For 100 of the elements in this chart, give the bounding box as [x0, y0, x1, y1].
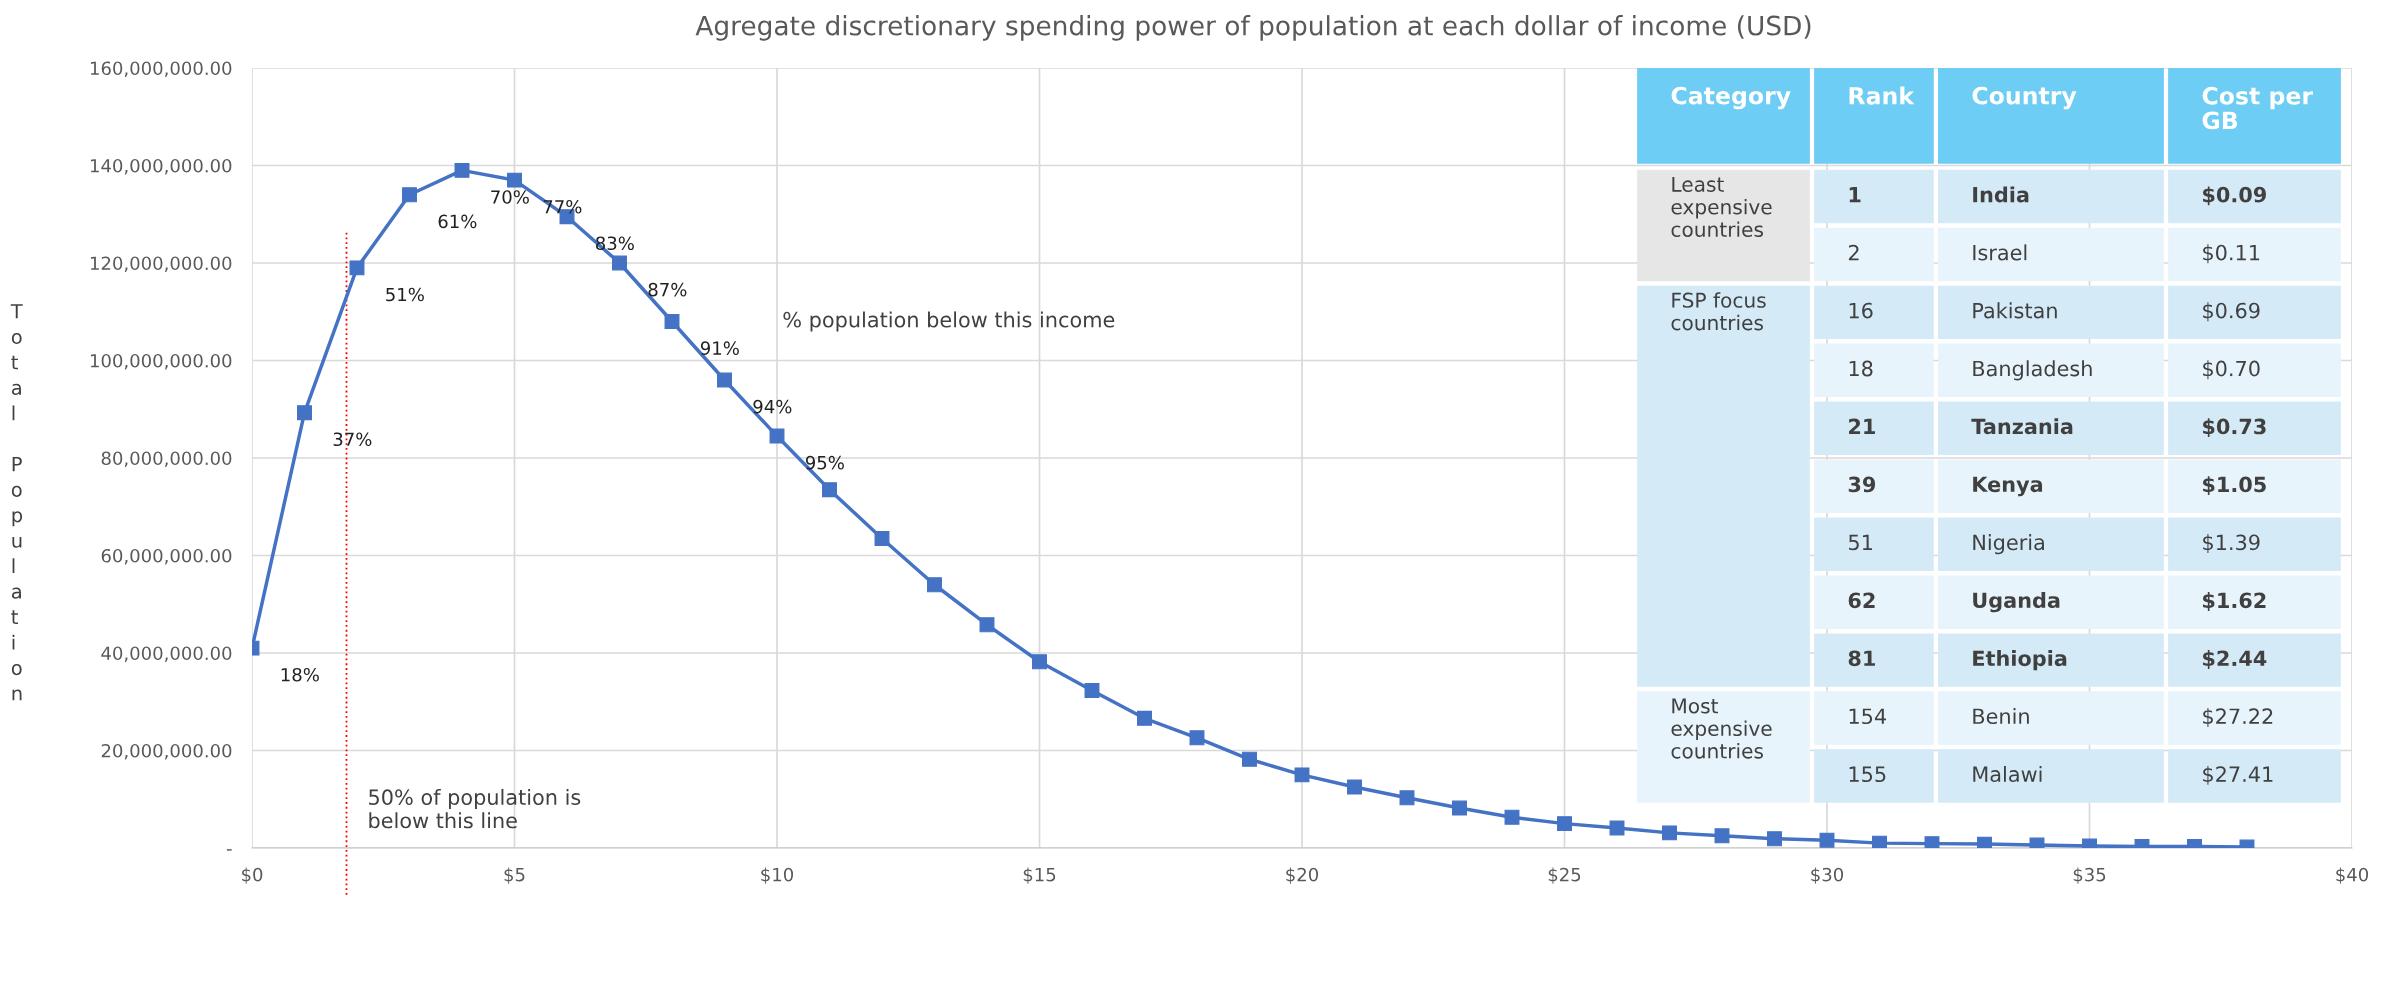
annotation: 62 [1848, 592, 1875, 609]
point [349, 260, 365, 276]
x-tick-label: $15 [1023, 867, 1056, 884]
x-tick-label: $25 [1548, 867, 1581, 884]
annotation: $0.69 [2203, 302, 2260, 322]
annotation: 51 [1849, 534, 1872, 551]
y-tick-label: 20,000,000.00 [101, 743, 232, 760]
point [1347, 779, 1362, 795]
category-label: Category [1671, 86, 1791, 110]
point [1924, 836, 1940, 848]
point [1242, 751, 1257, 767]
point [717, 372, 732, 388]
point [874, 530, 890, 546]
annotation: $0.70 [2203, 360, 2260, 380]
annotation: Ethiopia [1973, 650, 2067, 671]
ref-line-label: 50% of population is below this line [369, 788, 581, 829]
annotation: $0.73 [2203, 418, 2266, 438]
y-tick-label: 100,000,000.00 [90, 353, 232, 370]
annotation: 94% [753, 399, 792, 414]
point [1662, 825, 1677, 841]
y-tick-label: 140,000,000.00 [90, 158, 232, 175]
point [1294, 767, 1310, 783]
category-label: Cost per GB [2202, 86, 2313, 130]
x-tick-label: $40 [2336, 867, 2369, 884]
annotation: 39 [1848, 476, 1876, 493]
x-tick-label: $10 [761, 867, 794, 884]
text: Total Population [10, 304, 23, 701]
x-tick-label: $20 [1286, 867, 1319, 884]
annotation: Kenya [1973, 476, 2043, 497]
point [927, 577, 942, 593]
annotation: 16 [1849, 302, 1873, 319]
annotation: % population below this income [783, 311, 1115, 332]
point [664, 314, 680, 329]
y-tick-label: 60,000,000.00 [101, 548, 232, 565]
point [612, 255, 627, 271]
annotation: 21 [1849, 418, 1875, 435]
annotation: Most expensive countries [1671, 698, 1772, 759]
annotation: 87% [648, 282, 687, 297]
point [1557, 816, 1572, 832]
annotation: Bangladesh [1973, 360, 2092, 381]
annotation: Least expensive countries [1671, 176, 1772, 238]
point [297, 405, 312, 421]
point [402, 187, 417, 203]
annotation: 1 [1849, 187, 1861, 203]
annotation: 154 [1849, 708, 1886, 725]
annotation: India [1973, 186, 2029, 203]
annotation: FSP focus countries [1671, 292, 1766, 331]
y-tick-label: 120,000,000.00 [90, 256, 232, 272]
point [1399, 790, 1415, 806]
point [1032, 654, 1047, 670]
point [507, 172, 522, 188]
annotation: 91% [700, 341, 739, 355]
point [1189, 730, 1205, 746]
point [1819, 832, 1835, 848]
annotation: Uganda [1973, 591, 2060, 613]
y-tick-label: 40,000,000.00 [101, 646, 232, 662]
point [1872, 835, 1887, 848]
x-tick-label: $30 [1811, 867, 1844, 884]
annotation: 2 [1848, 244, 1859, 261]
annotation: 95% [805, 455, 844, 470]
annotation: 51% [386, 287, 424, 302]
annotation: Tanzania [1971, 418, 2073, 435]
chart-title: Agregate discretionary spending power of population at each dollar of income (USD) [695, 15, 1811, 41]
point [979, 617, 995, 633]
annotation: 18% [281, 667, 319, 682]
x-tick-label: $0 [242, 867, 263, 884]
annotation: 155 [1849, 766, 1886, 783]
annotation: $1.39 [2203, 534, 2260, 554]
point [1767, 831, 1782, 847]
point [454, 162, 470, 178]
annotation: 83% [596, 236, 634, 251]
point [1714, 828, 1730, 844]
annotation: Pakistan [1973, 302, 2057, 319]
point [769, 428, 785, 444]
annotation: $2.44 [2203, 650, 2267, 669]
annotation: Benin [1973, 707, 2029, 725]
annotation: Malawi [1973, 765, 2042, 783]
point [1504, 809, 1520, 825]
y-tick-label: 160,000,000.00 [90, 61, 232, 77]
point [1137, 710, 1152, 726]
annotation: 18 [1849, 360, 1873, 377]
annotation: $27.41 [2203, 765, 2273, 785]
point [1084, 683, 1100, 698]
y-tick-label: 80,000,000.00 [101, 451, 232, 467]
annotation: $0.09 [2203, 186, 2266, 206]
point [1452, 800, 1467, 816]
point [822, 482, 837, 498]
annotation: $1.62 [2203, 592, 2266, 611]
annotation: $1.05 [2203, 476, 2266, 496]
annotation: Nigeria [1973, 534, 2044, 555]
annotation: 81 [1848, 650, 1875, 667]
annotation: $27.22 [2203, 707, 2273, 727]
x-tick-label: $5 [504, 867, 525, 884]
annotation: 61% [438, 214, 477, 229]
annotation: 70% [491, 190, 529, 204]
category-label: Rank [1849, 86, 1915, 105]
category-label: Country [1972, 86, 2077, 110]
annotation: 37% [333, 432, 372, 447]
y-tick-label: - [226, 849, 232, 851]
annotation: Israel [1973, 244, 2027, 261]
